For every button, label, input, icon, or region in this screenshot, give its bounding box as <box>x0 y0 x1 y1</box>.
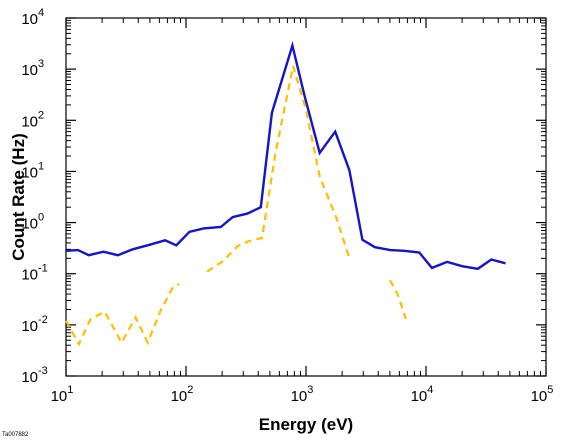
x-tick-label: 103 <box>291 384 314 405</box>
y-tick-label-base: 10 <box>21 369 38 386</box>
y-tick-label-exponent: 1 <box>38 160 44 172</box>
x-tick-label: 102 <box>171 384 194 405</box>
y-tick-label-base: 10 <box>21 62 38 79</box>
y-tick-label-exponent: 3 <box>38 58 44 70</box>
x-tick-label: 101 <box>51 384 74 405</box>
y-tick-label-base: 10 <box>21 11 38 28</box>
series-layer <box>65 40 506 347</box>
y-tick-label-exponent: 4 <box>38 7 44 19</box>
y-tick-label: 104 <box>21 7 44 28</box>
x-tick-label-exponent: 1 <box>67 384 73 396</box>
y-tick-label: 100 <box>21 212 44 233</box>
x-tick-label-base: 10 <box>531 388 548 405</box>
x-tick-label-base: 10 <box>291 388 308 405</box>
y-tick-label: 10-1 <box>21 263 47 284</box>
y-tick-label: 102 <box>21 109 44 130</box>
x-tick-label-exponent: 5 <box>547 384 553 396</box>
y-tick-label-exponent: 0 <box>38 212 44 224</box>
x-tick-label-base: 10 <box>171 388 188 405</box>
y-axis-title: Count Rate (Hz) <box>9 133 28 260</box>
y-tick-label: 103 <box>21 58 44 79</box>
series-2-dashed-line <box>388 279 407 320</box>
x-tick-label-exponent: 4 <box>427 384 433 396</box>
y-tick-label-exponent: -3 <box>38 365 48 377</box>
series-1-solid-line <box>65 40 506 271</box>
x-tick-label-base: 10 <box>411 388 428 405</box>
y-tick-label-exponent: 2 <box>38 109 44 121</box>
x-axis-ticks: 101 102 103 104 105 <box>51 18 554 405</box>
x-tick-label-exponent: 3 <box>307 384 313 396</box>
series-2-dashed-line <box>65 283 180 347</box>
y-tick-label: 101 <box>21 160 44 181</box>
figure-id-annotation: Ta007882 <box>2 432 29 438</box>
y-tick-label-base: 10 <box>21 113 38 130</box>
y-tick-label-base: 10 <box>21 318 38 335</box>
x-tick-label-base: 10 <box>51 388 68 405</box>
y-tick-label-base: 10 <box>21 164 38 181</box>
y-tick-label: 10-2 <box>21 314 47 335</box>
y-tick-label: 10-3 <box>21 365 47 386</box>
y-tick-label-base: 10 <box>21 267 38 284</box>
x-tick-label-exponent: 2 <box>187 384 193 396</box>
y-tick-label-exponent: -1 <box>38 263 48 275</box>
y-tick-label-exponent: -2 <box>38 314 48 326</box>
x-axis-title: Energy (eV) <box>259 415 353 434</box>
plot-area <box>65 17 547 377</box>
x-tick-label: 105 <box>531 384 554 405</box>
y-tick-label-base: 10 <box>21 216 38 233</box>
x-tick-label: 104 <box>411 384 434 405</box>
